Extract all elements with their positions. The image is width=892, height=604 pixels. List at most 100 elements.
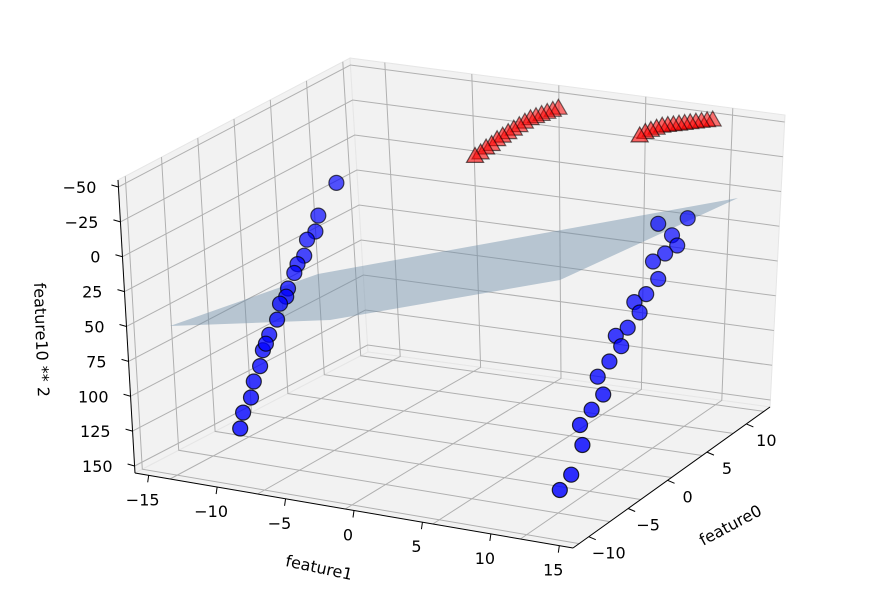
x-axis-label: feature0	[696, 501, 765, 550]
point-class-0	[252, 358, 269, 375]
decision-plane	[170, 198, 738, 326]
y-tick-label: 15	[543, 561, 563, 580]
y-tick-label: −15	[126, 490, 160, 509]
y-tick-label: 10	[475, 549, 495, 568]
x-tick-label: −5	[636, 516, 660, 535]
point-class-0	[638, 286, 655, 303]
grid-line-y	[161, 157, 610, 523]
grid-line-y	[197, 138, 641, 500]
z-tick-label: 50	[84, 318, 104, 337]
point-class-0	[235, 404, 252, 421]
grid-line-x	[520, 108, 734, 540]
grid-line-z	[122, 134, 782, 258]
point-class-0	[589, 368, 606, 385]
z-tick-mark	[115, 254, 123, 258]
point-class-0	[242, 389, 260, 406]
grid-line-z	[118, 64, 785, 188]
x-tick-mark	[588, 536, 596, 541]
x-tick-mark	[627, 508, 636, 512]
point-class-0	[271, 295, 289, 312]
point-class-1	[465, 146, 485, 163]
y-tick-mark	[489, 533, 492, 542]
y-tick-label: −5	[268, 514, 292, 533]
z-tick-mark	[113, 219, 121, 223]
separating-plane	[170, 198, 738, 326]
grid-line-z	[124, 169, 780, 293]
y-tick-mark	[215, 486, 218, 495]
point-class-0	[269, 311, 286, 328]
grid-line-x	[432, 96, 647, 525]
point-class-0	[656, 245, 674, 262]
point-class-0	[310, 207, 327, 224]
point-class-0	[613, 338, 630, 355]
z-tick-label: 100	[78, 387, 109, 406]
x-tick-label: −10	[592, 544, 626, 563]
grid-line-z	[126, 204, 778, 327]
z-tick-mark	[125, 428, 133, 432]
point-class-0	[669, 237, 686, 254]
grid-line-y	[233, 118, 672, 478]
x-tick-mark	[667, 479, 675, 484]
point-class-0	[298, 231, 316, 248]
point-class-0	[595, 386, 612, 403]
z-tick-label: 0	[90, 248, 100, 267]
z-tick-mark	[111, 184, 119, 188]
z-tick-mark	[117, 289, 125, 293]
point-class-0	[619, 319, 636, 336]
y-tick-label: 5	[411, 537, 421, 556]
grid-line-x	[344, 85, 562, 510]
y-tick-mark	[420, 522, 423, 530]
y-tick-label: −10	[194, 502, 228, 521]
grid-line-y	[269, 99, 703, 456]
z-tick-label: −50	[63, 178, 97, 197]
data-points	[232, 98, 723, 499]
z-axis-label: feature10 ** 2	[30, 282, 53, 397]
point-class-0	[631, 304, 648, 321]
grid-line-z	[128, 239, 776, 362]
y-tick-label: 0	[343, 526, 353, 545]
z-tick-label: 25	[82, 283, 102, 302]
point-class-0	[232, 420, 249, 437]
y-tick-mark	[284, 498, 287, 506]
point-class-0	[601, 353, 618, 370]
x-tick-mark	[706, 451, 715, 456]
x-tick-label: 0	[682, 487, 692, 506]
y-axis-label: feature1	[284, 551, 354, 584]
point-class-0	[571, 416, 589, 434]
z-tick-mark	[127, 463, 135, 467]
grid-line-x	[257, 73, 482, 495]
point-class-0	[583, 401, 600, 418]
x-tick-label: 10	[756, 431, 776, 450]
point-class-0	[644, 253, 662, 270]
point-class-0	[650, 270, 667, 288]
axes: −10−50510−15−10−5051015−50−2502550751001…	[63, 178, 777, 580]
x-tick-label: 5	[722, 459, 732, 478]
point-class-1	[630, 125, 650, 143]
point-class-0	[257, 335, 274, 352]
z-tick-mark	[119, 324, 127, 327]
grid-line-y	[342, 61, 764, 412]
point-class-0	[563, 466, 580, 483]
z-tick-label: −25	[65, 213, 99, 232]
z-tick-label: 150	[82, 457, 113, 476]
x-tick-mark	[746, 423, 754, 428]
point-class-0	[245, 373, 262, 390]
grid-line-z	[134, 344, 771, 467]
pane-background	[117, 57, 786, 549]
y-tick-mark	[147, 475, 150, 483]
point-class-0	[574, 436, 591, 454]
y-tick-mark	[557, 545, 560, 553]
grid-line-x	[169, 62, 401, 480]
point-class-0	[679, 210, 696, 227]
z-tick-label: 125	[80, 422, 111, 441]
point-class-0	[286, 264, 303, 282]
grid-line-z	[132, 309, 773, 432]
y-tick-mark	[352, 510, 355, 518]
z-tick-mark	[121, 358, 129, 362]
point-class-0	[551, 481, 568, 499]
x-axis-line	[572, 406, 771, 549]
z-tick-label: 75	[86, 352, 106, 371]
z-tick-mark	[123, 393, 131, 397]
point-class-0	[650, 215, 667, 232]
